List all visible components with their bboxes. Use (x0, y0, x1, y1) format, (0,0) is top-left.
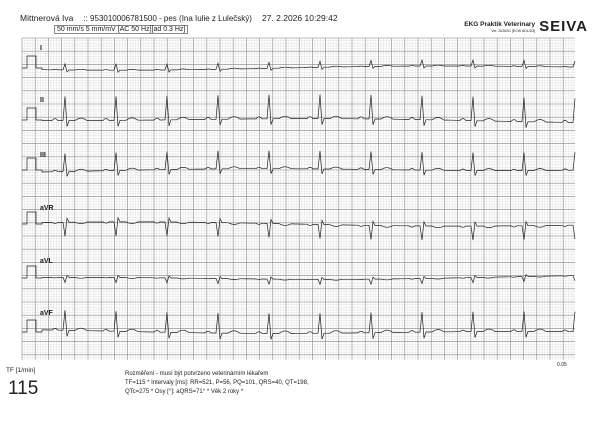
ecg-trace-i (22, 55, 576, 73)
lead-label-ii: II (40, 97, 44, 104)
recording-settings: 50 mm/s 5 mm/mV [AC 50 Hz][ad 0.3 Hz] (54, 25, 189, 34)
lead-label-avr: aVR (40, 205, 54, 212)
lead-label-iii: III (40, 152, 46, 159)
record-datetime: 27. 2.2026 10:29:42 (261, 13, 338, 23)
ecg-trace-ii (22, 94, 576, 128)
note-line: QTc=275 * Osy [°]: aQRS=71° * Věk 2 roky… (125, 389, 244, 395)
brand-block: EKG Praktik Veterinary Ver. 2026/01 [ECW… (464, 19, 588, 34)
lead-label-i: I (40, 45, 42, 52)
measurement-notes: Rozměření - musí být potvrzeno veterinár… (125, 370, 309, 397)
note-line: Rozměření - musí být potvrzeno veterinár… (125, 371, 269, 377)
patient-name: Mittnerová Iva (20, 13, 74, 23)
scale-label: 0.05 (557, 362, 567, 368)
brand-text: EKG Praktik Veterinary Ver. 2026/01 [ECW… (464, 21, 535, 34)
seiva-logo: SEIVA (539, 18, 588, 35)
ecg-trace-avl (22, 265, 576, 286)
lead-label-avf: aVF (40, 310, 53, 317)
brand-name: EKG Praktik Veterinary (464, 21, 536, 28)
header-row: Mittnerová Iva :: 953010006781500 - pes … (20, 13, 338, 23)
note-line: TF=115 * Intervaly [ms]: RR=521, P=56, P… (125, 380, 309, 386)
record-id: :: 953010006781500 - pes (Ina Iulie z Lu… (83, 14, 252, 23)
ecg-trace-avf (22, 310, 576, 340)
ecg-trace-avr (22, 211, 576, 241)
brand-version: Ver. 2026/01 [ECW ADL/D3] (491, 29, 536, 33)
heart-rate-value: 115 (8, 378, 39, 399)
lead-label-avl: aVL (40, 258, 53, 265)
heart-rate-label: TF [1/min] (6, 367, 36, 374)
ecg-trace-iii (22, 150, 576, 177)
